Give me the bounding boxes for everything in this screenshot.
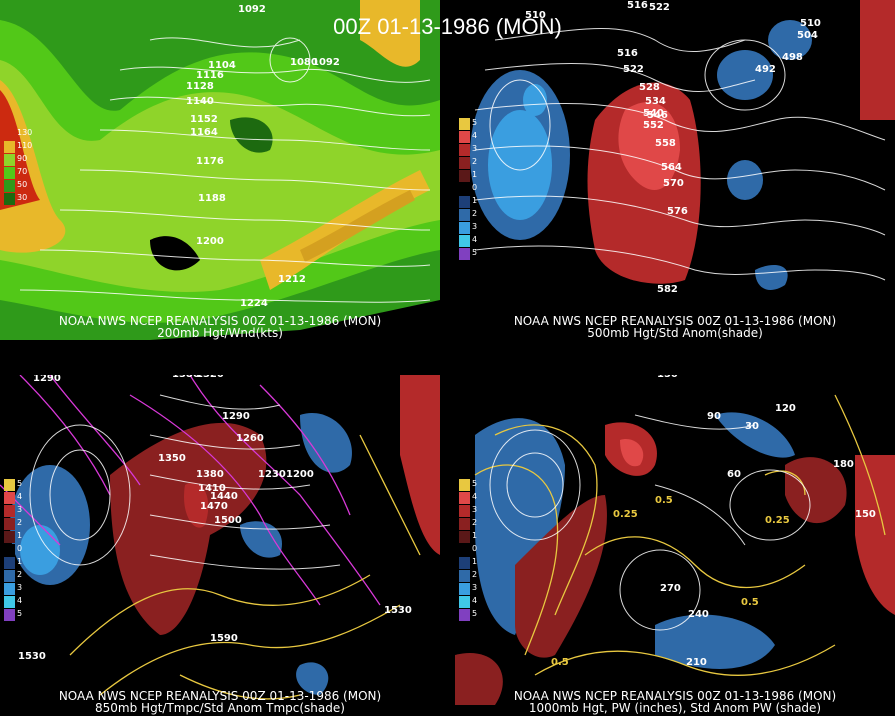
caption-field: 850mb Hgt/Tmpc/Std Anom Tmpc(shade) xyxy=(95,701,345,715)
contour-label: 576 xyxy=(667,206,688,217)
contour-label: 1140 xyxy=(186,96,214,107)
contour-label: 1104 xyxy=(208,60,236,71)
pw-label: 0.25 xyxy=(765,515,790,526)
contour-label: 1152 xyxy=(190,114,218,125)
map-200mb xyxy=(0,0,440,340)
contour-label: 150 xyxy=(657,375,678,380)
contour-label: 510 xyxy=(800,18,821,29)
pw-label: 0.5 xyxy=(655,495,673,506)
caption-field: 200mb Hgt/Wnd(kts) xyxy=(157,326,283,340)
contour-label: 552 xyxy=(643,120,664,131)
panel-1000mb: 5 4 3 2 1 0 1 2 3 4 5 150 120 90 60 30 1… xyxy=(455,375,895,715)
contour-label: 30 xyxy=(745,421,759,432)
contour-label: 540 xyxy=(643,108,664,119)
contour-label: 1188 xyxy=(198,193,226,204)
contour-label: 504 xyxy=(797,30,818,41)
panel-500mb: 5 4 3 2 1 0 1 2 3 4 5 510 516 522 528 53… xyxy=(455,0,895,340)
contour-label: 1260 xyxy=(236,433,264,444)
contour-label: 150 xyxy=(855,509,876,520)
contour-label: 510 xyxy=(525,10,546,21)
caption-source: NOAA NWS NCEP REANALYSIS 00Z 01-13-1986 … xyxy=(58,314,382,328)
legend-anom: 5 4 3 2 1 0 1 2 3 4 5 xyxy=(459,118,477,261)
contour-label: 1164 xyxy=(190,127,218,138)
contour-label: 1470 xyxy=(200,501,228,512)
contour-label: 1500 xyxy=(214,515,242,526)
contour-label: 570 xyxy=(663,178,684,189)
contour-label: 516 xyxy=(627,0,648,11)
contour-label: 60 xyxy=(727,469,741,480)
pw-label: 0.5 xyxy=(551,657,569,668)
contour-label: 516 xyxy=(617,48,638,59)
map-title: 00Z 01-13-1986 (MON) xyxy=(333,14,562,39)
contour-label: 558 xyxy=(655,138,676,149)
contour-label: 1290 xyxy=(33,375,61,384)
map-850mb xyxy=(0,375,440,715)
contour-label: 1350 xyxy=(158,453,186,464)
contour-label: 180 xyxy=(833,459,854,470)
legend-anom: 5 4 3 2 1 0 1 2 3 4 5 xyxy=(4,479,22,622)
contour-label: 522 xyxy=(649,2,670,13)
pw-label: 0.25 xyxy=(613,509,638,520)
contour-label: 90 xyxy=(707,411,721,422)
contour-label: 1530 xyxy=(18,651,46,662)
contour-label: 1530 xyxy=(384,605,412,616)
contour-label: 240 xyxy=(688,609,709,620)
legend-wind: 130 110 90 70 50 30 xyxy=(4,128,32,206)
contour-label: 1116 xyxy=(196,70,224,81)
contour-label: 582 xyxy=(657,284,678,295)
legend-anom: 5 4 3 2 1 0 1 2 3 4 5 xyxy=(459,479,477,622)
panel-200mb: 130 110 90 70 50 30 1092 1104 1116 1128 … xyxy=(0,0,440,340)
contour-label: 1176 xyxy=(196,156,224,167)
contour-label: 492 xyxy=(755,64,776,75)
contour-label: 546 xyxy=(647,110,668,121)
contour-label: 1380 xyxy=(172,375,200,380)
contour-label: 1128 xyxy=(186,81,214,92)
caption-field: 1000mb Hgt, PW (inches), Std Anom PW (sh… xyxy=(528,701,822,715)
caption-field: 500mb Hgt/Std Anom(shade) xyxy=(587,326,763,340)
contour-label: 1380 xyxy=(196,469,224,480)
contour-label: 1092 xyxy=(312,57,340,68)
contour-label: 534 xyxy=(645,96,666,107)
caption-source: NOAA NWS NCEP REANALYSIS 00Z 01-13-1986 … xyxy=(513,314,837,328)
contour-label: 1092 xyxy=(238,4,266,15)
map-1000mb xyxy=(455,375,895,715)
contour-label: 1200 xyxy=(196,236,224,247)
pw-label: 0.5 xyxy=(741,597,759,608)
contour-label: 1440 xyxy=(210,491,238,502)
contour-label: 120 xyxy=(775,403,796,414)
contour-label: 1320 xyxy=(196,375,224,380)
contour-label: 1224 xyxy=(240,298,268,309)
contour-label: 1200 xyxy=(286,469,314,480)
contour-label: 270 xyxy=(660,583,681,594)
contour-label: 1230 xyxy=(258,469,286,480)
contour-label: 1080 xyxy=(290,57,318,68)
contour-label: 1590 xyxy=(210,633,238,644)
contour-label: 1290 xyxy=(222,411,250,422)
contour-label: 522 xyxy=(623,64,644,75)
contour-label: 528 xyxy=(639,82,660,93)
caption-source: NOAA NWS NCEP REANALYSIS 00Z 01-13-1986 … xyxy=(58,689,382,703)
contour-label: 1212 xyxy=(278,274,306,285)
contour-label: 1410 xyxy=(198,483,226,494)
contour-label: 210 xyxy=(686,657,707,668)
map-500mb xyxy=(455,0,895,340)
panel-850mb: 5 4 3 2 1 0 1 2 3 4 5 1290 1380 1320 135… xyxy=(0,375,440,715)
contour-label: 498 xyxy=(782,52,803,63)
contour-label: 564 xyxy=(661,162,682,173)
caption-source: NOAA NWS NCEP REANALYSIS 00Z 01-13-1986 … xyxy=(513,689,837,703)
